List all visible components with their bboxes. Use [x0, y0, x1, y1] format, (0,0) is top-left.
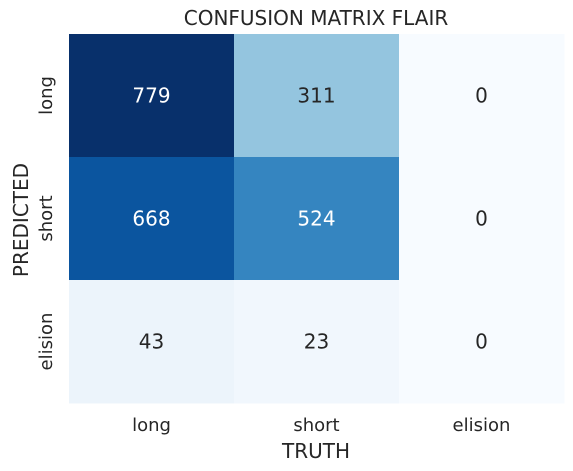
heatmap-cells: 779 311 0 668 524 0 43 23 0	[69, 34, 565, 404]
cell-value-2-1: 23	[304, 330, 329, 354]
cell-value-0-1: 311	[297, 84, 335, 108]
cell-value-2-0: 43	[139, 330, 164, 354]
cell-value-2-2: 0	[475, 330, 488, 354]
cell-value-1-0: 668	[132, 207, 170, 231]
y-tick-labels: long short elision	[36, 76, 57, 370]
heatmap-cell-1-2	[399, 157, 565, 281]
heatmap-cell-0-0	[69, 34, 235, 158]
x-axis-label: TRUTH	[281, 439, 350, 463]
x-tick-labels: long short elision	[132, 415, 510, 436]
heatmap-cell-1-0	[69, 157, 235, 281]
x-tick-label-2: elision	[453, 415, 511, 436]
heatmap-cell-2-0	[69, 280, 235, 404]
y-tick-label-2: elision	[36, 313, 57, 371]
heatmap-cell-1-1	[234, 157, 400, 281]
chart-title: CONFUSION MATRIX FLAIR	[184, 6, 449, 30]
heatmap-cell-0-1	[234, 34, 400, 158]
cell-value-1-1: 524	[297, 207, 335, 231]
heatmap-cell-2-2	[399, 280, 565, 404]
cell-value-0-0: 779	[132, 84, 170, 108]
x-tick-label-1: short	[293, 415, 339, 436]
x-tick-label-0: long	[132, 415, 171, 436]
cell-value-0-2: 0	[475, 84, 488, 108]
y-axis-label: PREDICTED	[9, 163, 33, 277]
y-tick-label-1: short	[36, 195, 57, 241]
cell-value-1-2: 0	[475, 207, 488, 231]
heatmap-cell-2-1	[234, 280, 400, 404]
heatmap-cell-0-2	[399, 34, 565, 158]
y-tick-label-0: long	[36, 76, 57, 115]
